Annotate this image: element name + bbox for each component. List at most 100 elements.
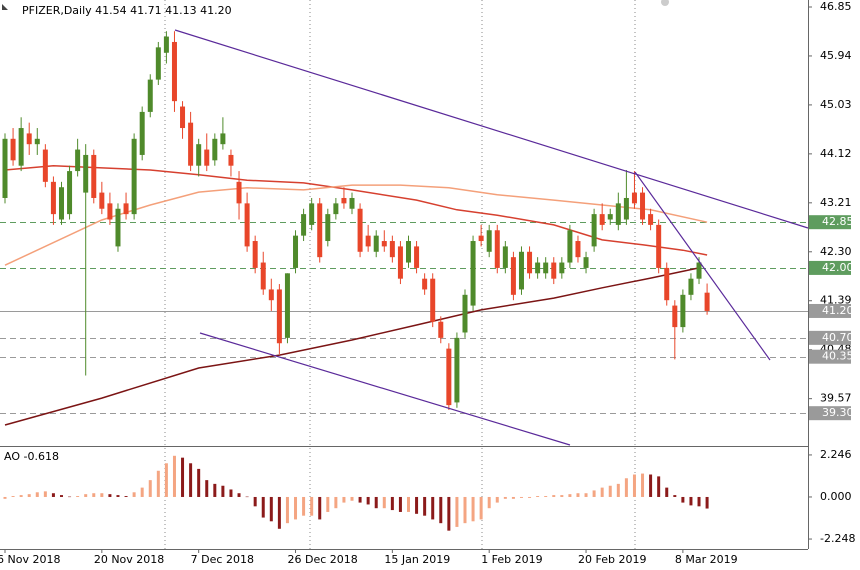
ao-bar: [479, 496, 483, 520]
candle-body: [244, 203, 250, 247]
candle-body: [99, 192, 105, 209]
ao-bar: [423, 496, 427, 516]
ao-bar: [140, 487, 144, 497]
moving-average: [4, 164, 708, 256]
marker: [661, 0, 669, 6]
ao-bar: [76, 496, 80, 497]
ao-bar: [463, 496, 467, 524]
ao-bar: [302, 496, 306, 516]
candle-body: [317, 203, 323, 258]
ao-bar: [269, 496, 273, 522]
candle-body: [268, 289, 274, 301]
candle-body: [680, 294, 686, 328]
candle-body: [535, 262, 541, 274]
ao-bar: [19, 495, 23, 497]
ao-bar: [632, 474, 636, 497]
y-tick-label: 44.12: [820, 147, 852, 160]
ao-bar: [447, 496, 451, 531]
level-label: 41.20: [822, 304, 854, 317]
candle-body: [171, 41, 177, 102]
ao-bar: [471, 496, 475, 522]
ao-bar: [697, 496, 701, 507]
ao-bar: [245, 496, 249, 498]
candle-body: [599, 214, 605, 225]
level-label: 40.35: [822, 350, 854, 363]
ao-bar: [576, 493, 580, 497]
ao-bar: [616, 483, 620, 497]
candle-body: [567, 230, 573, 263]
ao-bar: [390, 496, 394, 511]
level-label: 42.85: [822, 215, 854, 228]
candle-body: [631, 192, 637, 204]
candle-body: [430, 278, 436, 322]
x-tick-label: 20 Nov 2018: [94, 553, 164, 566]
candle-body: [672, 305, 678, 328]
candle-body: [349, 197, 355, 209]
candle-body: [551, 262, 557, 279]
candle-body: [252, 241, 258, 268]
ao-bar: [641, 473, 645, 497]
ao-bar: [84, 494, 88, 497]
candle-body: [107, 203, 113, 220]
ao-bar: [358, 496, 362, 503]
ao-bar: [310, 496, 314, 516]
y-tick-label: 0.000: [820, 490, 852, 503]
ao-bar: [261, 496, 265, 518]
ao-bar: [439, 496, 443, 524]
candle-body: [212, 138, 218, 161]
candle-body: [623, 197, 629, 220]
x-tick-label: 15 Jan 2019: [384, 553, 450, 566]
candle-body: [260, 262, 266, 290]
x-tick-label: 8 Mar 2019: [675, 553, 738, 566]
ao-bar: [592, 490, 596, 497]
level-label-box: [809, 215, 851, 230]
candle-body: [381, 241, 387, 247]
ao-bar: [519, 496, 523, 498]
ao-bar: [164, 463, 168, 497]
ao-bar: [132, 492, 136, 497]
ao-bar: [689, 496, 693, 506]
x-tick-label: 7 Dec 2018: [191, 553, 254, 566]
y-tick-label: 39.57: [820, 392, 852, 405]
y-tick-label: 45.94: [820, 49, 852, 62]
candle-body: [188, 122, 194, 166]
candle-body: [163, 36, 169, 53]
ao-bar: [318, 496, 322, 520]
candle-body: [414, 246, 420, 268]
ao-bar: [68, 496, 72, 498]
ao-bar: [705, 496, 709, 509]
ao-bar: [181, 457, 185, 497]
candle-body: [664, 267, 670, 301]
ao-bar: [35, 492, 39, 497]
candle-body: [373, 235, 379, 252]
ao-bar: [189, 463, 193, 497]
candle-body: [83, 154, 89, 193]
candle-body: [196, 144, 202, 166]
moving-average: [4, 267, 700, 426]
candle-body: [18, 128, 24, 166]
candle-body: [591, 214, 597, 247]
y-tick-label: 41.39: [820, 294, 852, 307]
candle-body: [236, 181, 242, 204]
candle-body: [494, 230, 500, 268]
candle-body: [357, 208, 363, 252]
ao-bar: [584, 493, 588, 497]
ao-bar: [536, 496, 540, 497]
candle-body: [510, 257, 516, 295]
candle-body: [478, 235, 484, 242]
candle-body: [389, 241, 395, 258]
indicator-title: AO -0.618: [4, 450, 59, 463]
ao-bar: [495, 496, 499, 503]
price-panel: [0, 31, 808, 426]
ao-bar: [92, 493, 96, 497]
y-tick-label: 45.03: [820, 98, 852, 111]
candle-body: [228, 154, 234, 166]
y-tick-label: 46.85: [820, 0, 852, 13]
candle-body: [2, 138, 8, 198]
ao-bar: [172, 455, 176, 497]
candle-body: [293, 235, 299, 268]
ao-bar: [624, 478, 628, 497]
candle-body: [406, 241, 411, 263]
ao-bar: [11, 496, 15, 497]
